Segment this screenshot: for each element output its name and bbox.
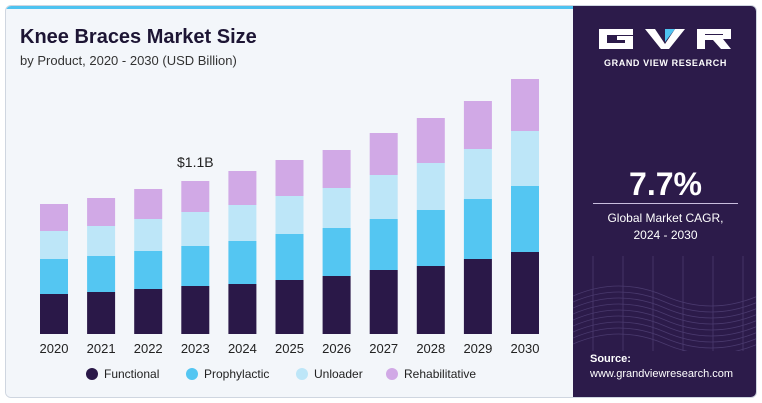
info-panel: GRAND VIEW RESEARCH 7.7% Global Market C…	[573, 6, 756, 397]
infographic-card: Knee Braces Market Size by Product, 2020…	[5, 5, 757, 398]
legend-marker-rehabilitative	[386, 368, 398, 380]
bar-rehabilitative-2028	[416, 118, 445, 163]
bar-functional-2025	[275, 280, 304, 334]
bar-functional-2027	[369, 270, 398, 334]
bar-functional-2021	[87, 292, 116, 334]
bar-rehabilitative-2030	[511, 79, 539, 131]
stacked-bar-chart: 2020 2021 2022 2023 $1.1B 2024 2025 2026 2027 202…	[40, 79, 540, 381]
bar-functional-2023	[181, 286, 210, 334]
bar-rehabilitative-2020	[40, 204, 68, 231]
legend-label-unloader: Unloader	[314, 367, 363, 381]
bar-functional-2030	[511, 252, 539, 334]
bar-prophylactic-2029	[463, 199, 492, 259]
bar-rehabilitative-2029	[463, 101, 492, 149]
bar-unloader-2027	[369, 175, 398, 219]
bar-prophylactic-2020	[40, 259, 68, 294]
bar-unloader-2023	[181, 212, 210, 246]
x-tick-label: 2026	[322, 341, 351, 356]
bar-prophylactic-2023	[181, 246, 210, 286]
bar-functional-2026	[322, 276, 351, 334]
x-tick-label: 2023	[181, 341, 210, 356]
bar-unloader-2030	[511, 131, 539, 186]
chart-area: Knee Braces Market Size by Product, 2020…	[6, 6, 573, 397]
bar-unloader-2026	[322, 188, 351, 228]
bar-prophylactic-2024	[228, 241, 257, 284]
bar-prophylactic-2021	[87, 256, 116, 292]
brand-name: GRAND VIEW RESEARCH	[604, 58, 727, 68]
bar-functional-2024	[228, 284, 257, 334]
top-accent-bar	[6, 6, 573, 9]
cagr-value: 7.7%	[629, 166, 702, 202]
chart-subtitle: by Product, 2020 - 2030 (USD Billion)	[20, 53, 237, 68]
bar-unloader-2025	[275, 196, 304, 234]
bar-rehabilitative-2021	[87, 198, 116, 226]
legend-label-prophylactic: Prophylactic	[204, 367, 269, 381]
bar-rehabilitative-2024	[228, 171, 257, 205]
bar-prophylactic-2026	[322, 228, 351, 276]
legend-marker-prophylactic	[186, 368, 198, 380]
bar-rehabilitative-2022	[134, 189, 163, 219]
bar-unloader-2021	[87, 226, 116, 256]
x-tick-label: 2027	[369, 341, 398, 356]
bar-functional-2020	[40, 294, 68, 334]
cagr-divider	[593, 203, 738, 204]
bar-functional-2022	[134, 289, 163, 334]
bar-rehabilitative-2023	[181, 181, 210, 212]
bar-prophylactic-2027	[369, 219, 398, 270]
bar-rehabilitative-2027	[369, 133, 398, 175]
decorative-wave-pattern	[573, 256, 756, 351]
source-link[interactable]: www.grandviewresearch.com	[590, 368, 734, 380]
legend-marker-unloader	[296, 368, 308, 380]
x-tick-label: 2025	[275, 341, 304, 356]
chart-title: Knee Braces Market Size	[20, 26, 257, 48]
source-label: Source:	[590, 353, 631, 365]
bar-unloader-2024	[228, 205, 257, 241]
x-tick-label: 2020	[40, 341, 69, 356]
bar-unloader-2022	[134, 219, 163, 251]
legend-marker-functional	[86, 368, 98, 380]
cagr-label-line2: 2024 - 2030	[633, 228, 698, 242]
cagr-label-line1: Global Market CAGR,	[607, 211, 724, 225]
value-annotation: $1.1B	[177, 154, 214, 170]
bar-unloader-2029	[463, 149, 492, 199]
bar-prophylactic-2025	[275, 234, 304, 280]
bar-prophylactic-2028	[416, 210, 445, 266]
x-tick-label: 2029	[463, 341, 492, 356]
bar-prophylactic-2022	[134, 251, 163, 289]
legend-label-rehabilitative: Rehabilitative	[404, 367, 476, 381]
x-tick-label: 2021	[87, 341, 116, 356]
bar-prophylactic-2030	[511, 186, 539, 252]
cagr-label: Global Market CAGR, 2024 - 2030	[573, 210, 756, 244]
bar-rehabilitative-2025	[275, 160, 304, 196]
grand-view-research-logo	[597, 26, 734, 52]
bar-functional-2029	[463, 259, 492, 334]
x-tick-label: 2022	[134, 341, 163, 356]
x-tick-label: 2024	[228, 341, 257, 356]
x-tick-label: 2028	[416, 341, 445, 356]
bar-functional-2028	[416, 266, 445, 334]
legend-label-functional: Functional	[104, 367, 159, 381]
bar-unloader-2020	[40, 231, 68, 259]
x-tick-label: 2030	[511, 341, 540, 356]
bar-rehabilitative-2026	[322, 150, 351, 188]
bar-unloader-2028	[416, 163, 445, 210]
